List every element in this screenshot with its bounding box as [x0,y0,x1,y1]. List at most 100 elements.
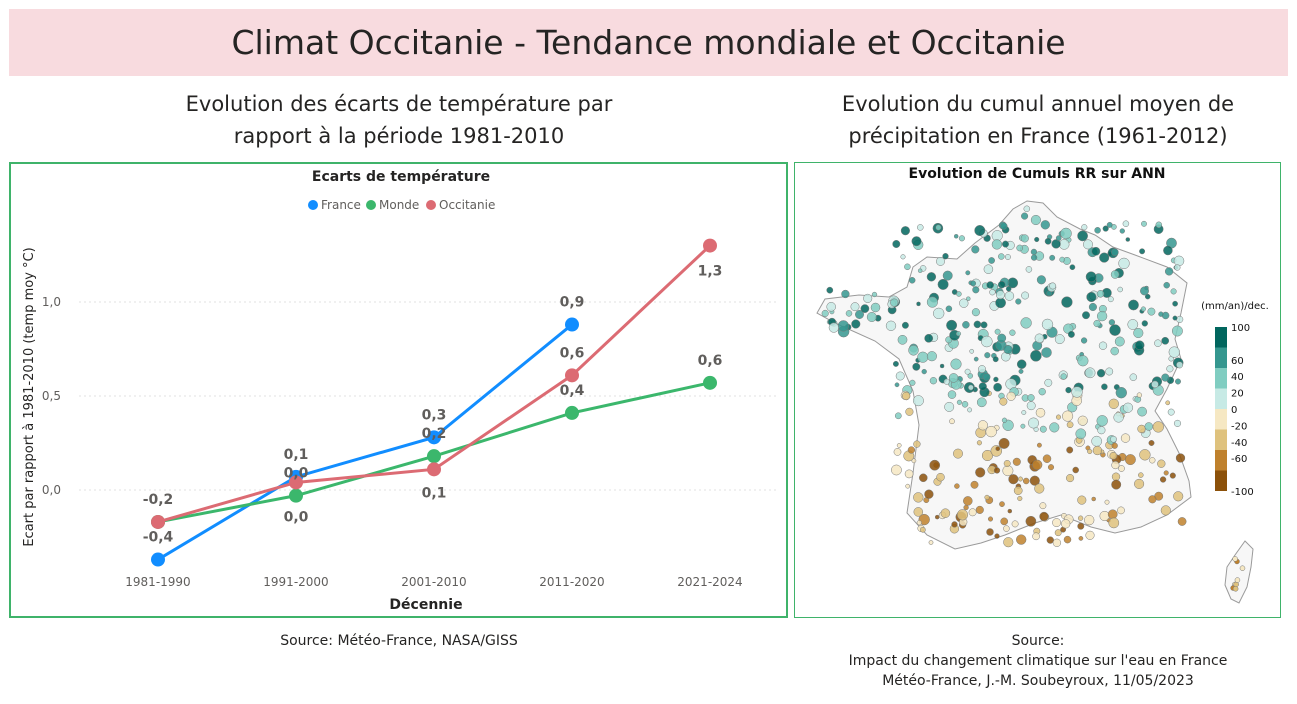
map-dot [891,464,902,476]
map-dot [924,333,934,343]
map-dot [1052,518,1062,528]
data-point-monde[interactable] [289,488,303,503]
left-source: Source: Météo-France, NASA/GISS [280,633,518,649]
data-point-occitanie[interactable] [703,238,717,253]
map-dot [1096,369,1106,378]
map-dot [1134,340,1145,350]
map-dot [1021,410,1027,415]
map-dot [913,440,921,448]
map-dot [924,489,934,499]
map-dot [1020,423,1026,429]
map-dot [1002,240,1009,248]
legend-label-occitanie[interactable]: Occitanie [439,198,495,212]
map-dot [1157,459,1166,468]
map-dot [1032,459,1043,470]
map-dot [1118,465,1125,472]
data-point-occitanie[interactable] [427,462,441,477]
map-dot [907,446,916,454]
map-dot [1234,577,1241,583]
map-dot [1011,520,1019,528]
map-legend-tick: -60 [1231,454,1247,465]
map-dot [929,459,941,471]
map-dot [999,501,1005,507]
map-dot [1007,508,1013,514]
map-dot [1041,318,1054,331]
map-dot [1163,281,1170,289]
data-point-monde[interactable] [565,405,579,420]
map-dot [1060,227,1072,240]
map-dot [1013,486,1023,495]
map-dot [1087,448,1093,455]
map-dot [1107,509,1118,520]
legend-label-monde[interactable]: Monde [379,198,419,212]
data-point-france[interactable] [565,317,579,332]
map-dot [866,312,877,322]
map-dot [1232,556,1238,562]
map-dot [1034,333,1045,344]
map-dot [1110,270,1120,279]
legend-marker-monde[interactable] [366,200,376,210]
y-axis-ticks: 0,0 0,5 1,0 [42,295,61,497]
map-dot [913,492,924,503]
map-dot [1078,536,1084,541]
map-dot [975,467,986,478]
map-dot [894,412,902,420]
map-dot [1071,386,1083,398]
map-dot [1063,535,1072,544]
map-dot [1173,255,1185,267]
map-dot [911,236,922,247]
map-dot [1127,319,1139,330]
map-dot [1066,446,1074,454]
map-dot [983,264,994,274]
data-point-occitanie[interactable] [289,475,303,490]
right-section-title-line1: Evolution du cumul annuel moyen de [841,92,1235,116]
data-point-france[interactable] [427,430,441,445]
data-point-occitanie[interactable] [565,368,579,383]
map-dot [997,333,1007,343]
legend-swatch [1215,368,1227,389]
data-point-france[interactable] [151,552,165,567]
map-dot [1144,422,1154,431]
map-dot [1096,415,1108,427]
map-dot [1170,288,1177,295]
y-axis-label: Ecart par rapport à 1981-2010 (temp moy … [22,247,37,546]
map-dot [1177,517,1187,526]
map-dot [1163,470,1169,476]
corsica-outline [1224,540,1254,604]
map-dot [1169,472,1176,479]
map-dot [1044,378,1053,387]
y-tick-label: 0,0 [42,483,61,497]
map-dot [894,382,900,388]
legend-marker-france[interactable] [308,200,318,210]
map-dot [1140,306,1146,312]
data-point-monde[interactable] [427,449,441,464]
map-dot [1086,291,1097,303]
map-dot [870,302,881,313]
map-dot [896,443,902,448]
map-dot [1161,336,1170,345]
map-dot [916,520,922,526]
map-dot [1141,320,1148,327]
map-legend-tick: 40 [1231,372,1244,383]
map-dot [917,224,924,231]
map-dot [1164,267,1174,276]
map-dot [1077,355,1089,367]
map-dot [935,224,942,231]
map-dot [929,377,938,385]
x-axis-label: Décennie [389,597,462,613]
data-point-occitanie[interactable] [151,514,165,529]
map-dot [1054,334,1065,345]
map-dot [1119,228,1125,234]
map-dot [1039,425,1047,433]
x-tick-label: 1991-2000 [263,575,328,589]
map-dot [1040,220,1050,230]
map-dot [1111,248,1119,256]
legend-marker-occitanie[interactable] [426,200,436,210]
map-dot [933,307,945,320]
map-dot [828,322,839,333]
map-dot [1016,244,1024,252]
chart-legend[interactable]: France Monde Occitanie [308,198,495,212]
right-section-title: Evolution du cumul annuel moyen de préci… [795,88,1281,152]
legend-label-france[interactable]: France [321,198,361,212]
data-point-monde[interactable] [703,375,717,390]
